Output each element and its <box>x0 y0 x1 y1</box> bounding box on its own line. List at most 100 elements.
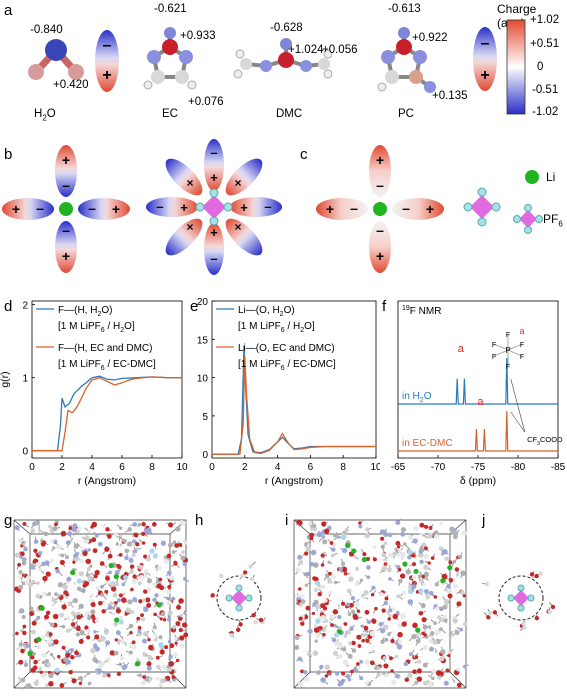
atom <box>82 550 88 557</box>
atom <box>390 669 394 673</box>
atom <box>173 561 178 566</box>
atom <box>345 673 351 679</box>
x-tick-label: 8 <box>340 462 346 473</box>
atom <box>305 650 310 654</box>
atom <box>122 538 127 544</box>
atom <box>442 614 447 620</box>
solvent-atom <box>258 617 264 623</box>
solvent-atom <box>492 610 498 615</box>
li-ion <box>440 578 446 584</box>
atom <box>307 628 313 634</box>
atom <box>382 529 387 535</box>
solvent-atom <box>248 564 253 569</box>
atom <box>422 662 428 668</box>
svg-text:–: – <box>62 177 70 193</box>
atom <box>343 571 348 576</box>
atom <box>383 557 388 562</box>
atom <box>154 593 159 598</box>
atom <box>363 625 369 631</box>
atom <box>333 580 338 585</box>
atom <box>59 683 65 688</box>
x-tick-label: -85 <box>551 462 566 473</box>
atom <box>145 597 151 603</box>
atom <box>166 589 171 595</box>
atom <box>398 549 402 553</box>
atom <box>48 681 54 687</box>
atom <box>124 548 130 554</box>
atom <box>118 552 123 557</box>
atom <box>41 652 47 658</box>
atom <box>78 675 83 681</box>
shell-boundary <box>498 575 544 621</box>
y-axis-label: g(r) <box>0 371 11 387</box>
x-tick-label: -80 <box>511 462 526 473</box>
atom <box>90 602 96 608</box>
atom <box>179 635 185 641</box>
atom <box>321 521 327 527</box>
li-ion <box>413 568 419 575</box>
atom <box>388 552 394 558</box>
atom <box>145 556 151 562</box>
atom <box>337 643 343 649</box>
atom <box>419 578 424 584</box>
atom <box>147 638 151 642</box>
atom <box>321 535 326 539</box>
atom <box>116 598 122 603</box>
svg-text:–: – <box>36 200 44 216</box>
atom <box>27 582 33 588</box>
x-tick-label: -70 <box>431 462 446 473</box>
atom <box>395 540 401 546</box>
atom <box>167 639 172 644</box>
atom <box>175 658 180 663</box>
atom <box>181 550 186 555</box>
li-ion <box>447 565 453 571</box>
atom <box>456 682 462 688</box>
atom <box>413 526 419 532</box>
atom <box>388 577 392 581</box>
atom <box>454 629 460 635</box>
simulation-box-g <box>12 519 190 690</box>
atom <box>387 632 391 636</box>
atom <box>364 659 370 665</box>
atom <box>328 590 333 595</box>
atom <box>372 545 377 549</box>
atom <box>72 625 77 630</box>
atom <box>374 606 378 611</box>
svg-text:+: + <box>62 152 70 168</box>
atom <box>127 527 132 532</box>
li-ion <box>113 574 119 580</box>
atom <box>298 559 304 565</box>
atom <box>47 592 52 596</box>
atom <box>395 520 401 526</box>
nmr-title: 19F NMR <box>402 305 441 317</box>
atom <box>60 530 67 537</box>
panel-label-g: g <box>4 512 13 529</box>
atom <box>52 526 58 532</box>
atom <box>101 609 106 614</box>
svg-text:+: + <box>12 201 20 217</box>
atom <box>108 570 112 575</box>
atom <box>152 597 157 603</box>
x-tick-label: 4 <box>275 462 281 473</box>
atom <box>99 561 105 566</box>
atom <box>18 659 24 665</box>
atom <box>407 672 413 679</box>
x-tick-label: -75 <box>471 462 486 473</box>
atom <box>68 531 72 535</box>
pf6-bond <box>507 349 523 357</box>
atom <box>72 581 77 585</box>
atom <box>65 592 69 597</box>
atom <box>392 613 398 620</box>
atom <box>320 584 326 590</box>
pf6-ion <box>333 632 340 638</box>
atom <box>304 542 309 546</box>
atom <box>382 670 386 675</box>
y-tick-label: 2 <box>22 301 28 312</box>
atom <box>322 539 328 545</box>
atom <box>300 669 304 674</box>
atom <box>401 621 407 627</box>
atom <box>54 522 58 527</box>
atom <box>423 564 429 571</box>
atom <box>152 625 157 630</box>
atom <box>378 621 383 627</box>
